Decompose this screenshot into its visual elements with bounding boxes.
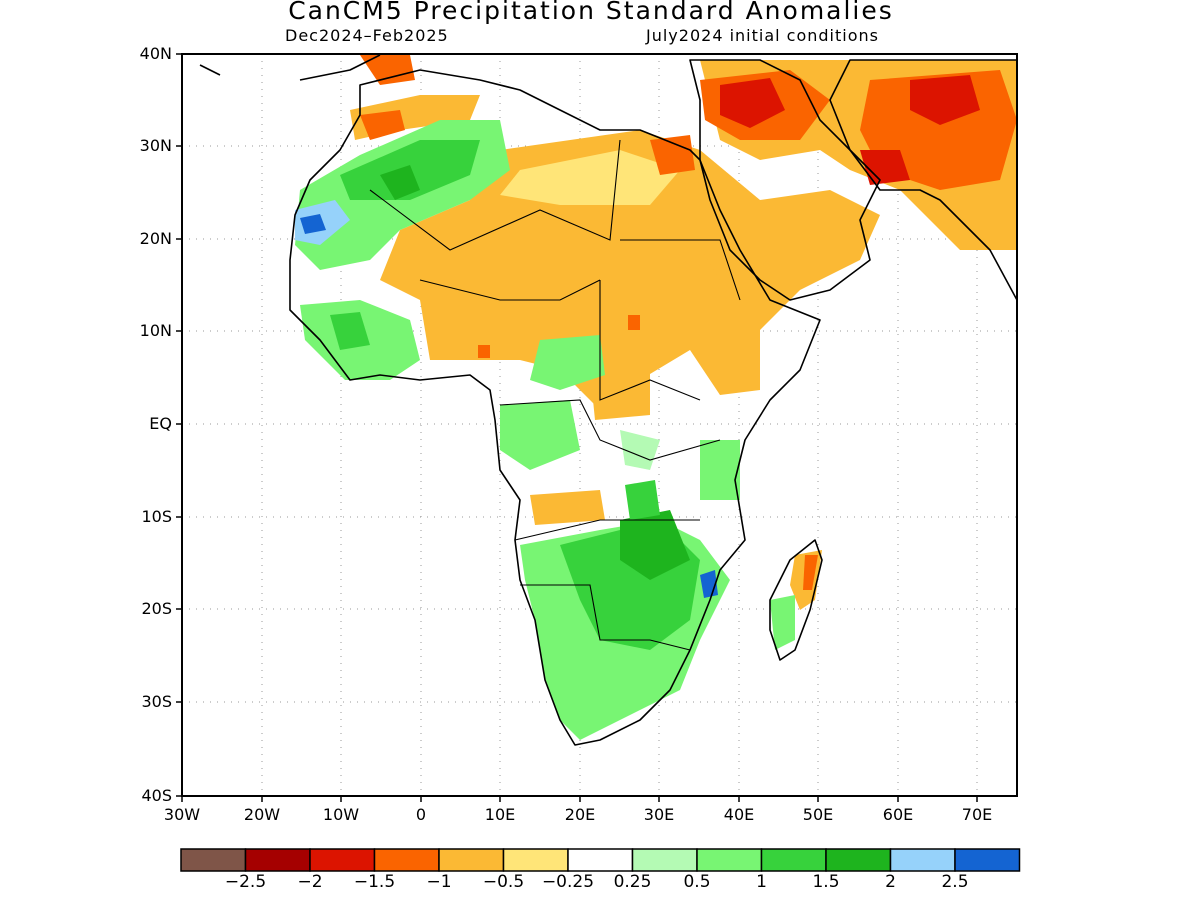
colorbar-swatch bbox=[696, 848, 763, 872]
wet-anomaly-regions bbox=[295, 120, 795, 740]
colorbar-swatch bbox=[889, 848, 956, 872]
colorbar bbox=[180, 848, 1021, 872]
colorbar-label: −0.25 bbox=[541, 872, 595, 892]
lat-label-eq: EQ bbox=[149, 414, 172, 433]
lon-label-30w: 30W bbox=[163, 805, 201, 824]
colorbar-swatch bbox=[631, 848, 698, 872]
colorbar-label: 0.5 bbox=[683, 872, 711, 892]
dry-anomaly-regions bbox=[350, 55, 1017, 610]
colorbar-label: −0.5 bbox=[482, 872, 525, 892]
colorbar-swatch bbox=[309, 848, 376, 872]
colorbar-label: 2.5 bbox=[941, 872, 969, 892]
lat-label-40s: 40S bbox=[141, 786, 172, 805]
colorbar-label: 2 bbox=[885, 872, 896, 892]
lon-label-50e: 50E bbox=[802, 805, 834, 824]
coastlines bbox=[199, 54, 1017, 746]
initial-conditions: July2024 initial conditions bbox=[646, 26, 879, 45]
lat-label-20n: 20N bbox=[139, 229, 172, 248]
lon-label-60e: 60E bbox=[882, 805, 914, 824]
colorbar-swatch bbox=[438, 848, 505, 872]
colorbar-swatch bbox=[825, 848, 892, 872]
lon-label-20w: 20W bbox=[243, 805, 281, 824]
country-borders bbox=[369, 139, 741, 651]
colorbar-label: −2 bbox=[297, 872, 323, 892]
axis-ticks bbox=[176, 53, 978, 802]
forecast-period: Dec2024–Feb2025 bbox=[285, 26, 449, 45]
colorbar-label: −2.5 bbox=[224, 872, 267, 892]
map-title: CanCM5 Precipitation Standard Anomalies bbox=[288, 0, 894, 25]
colorbar-swatch bbox=[180, 848, 247, 872]
colorbar-label: 1 bbox=[756, 872, 767, 892]
lat-label-30n: 30N bbox=[139, 136, 172, 155]
lon-label-30e: 30E bbox=[643, 805, 675, 824]
colorbar-label: −1 bbox=[426, 872, 452, 892]
colorbar-label: 0.25 bbox=[613, 872, 652, 892]
colorbar-label: 1.5 bbox=[812, 872, 840, 892]
lon-label-0: 0 bbox=[415, 805, 427, 824]
colorbar-label: −1.5 bbox=[353, 872, 396, 892]
map-frame bbox=[181, 53, 1018, 797]
lat-label-20s: 20S bbox=[141, 599, 172, 618]
colorbar-swatch bbox=[502, 848, 569, 872]
lon-label-70e: 70E bbox=[961, 805, 993, 824]
lon-label-10e: 10E bbox=[484, 805, 516, 824]
lat-label-10n: 10N bbox=[139, 321, 172, 340]
map-gridlines bbox=[182, 54, 1017, 796]
colorbar-swatch bbox=[244, 848, 311, 872]
lon-label-40e: 40E bbox=[723, 805, 755, 824]
colorbar-swatch bbox=[760, 848, 827, 872]
lon-label-10w: 10W bbox=[322, 805, 360, 824]
lat-label-30s: 30S bbox=[141, 692, 172, 711]
colorbar-swatch bbox=[567, 848, 634, 872]
lat-label-10s: 10S bbox=[141, 507, 172, 526]
colorbar-swatch bbox=[373, 848, 440, 872]
lat-label-40n: 40N bbox=[139, 44, 172, 63]
colorbar-swatch bbox=[954, 848, 1021, 872]
lon-label-20e: 20E bbox=[564, 805, 596, 824]
